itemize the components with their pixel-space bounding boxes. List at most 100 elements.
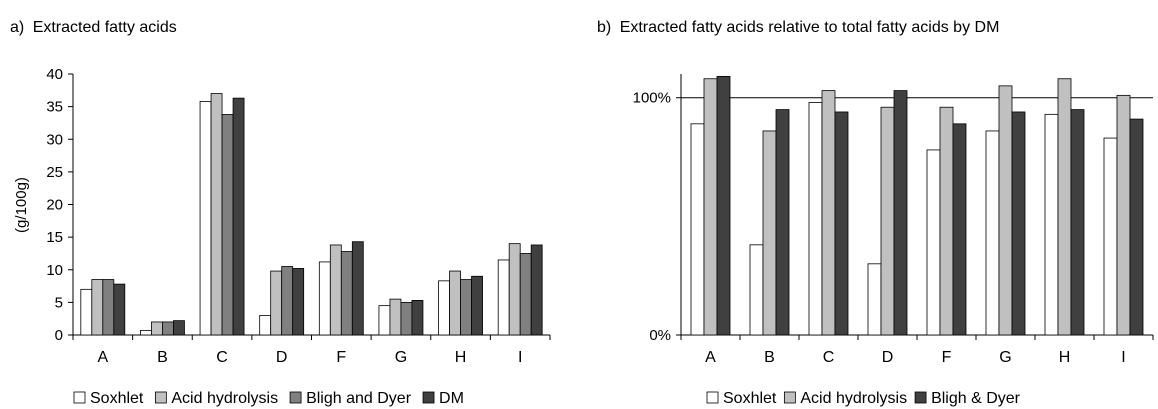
- panel-b-title: b) Extracted fatty acids relative to tot…: [597, 19, 999, 36]
- panel-b-legend-label: Soxhlet: [723, 390, 777, 407]
- panel-b-bar: [716, 75, 731, 336]
- panel-b-bar: [1011, 111, 1026, 336]
- panel-b-title-text: Extracted fatty acids relative to total …: [620, 19, 1000, 36]
- panel-a-title: a) Extracted fatty acids: [10, 19, 177, 36]
- panel-a-letter: a): [10, 19, 24, 36]
- panel-a-bar: [340, 251, 353, 336]
- panel-b-bar: [867, 263, 882, 336]
- panel-a-bar: [199, 101, 212, 336]
- panel-b-chart: 0% 100% A B C D F G H I Soxhlet Acid hydrolysis Blig…: [633, 74, 1154, 407]
- panel-a-bar: [318, 261, 331, 336]
- panel-a-bar: [140, 330, 152, 336]
- panel-b-bar: [690, 123, 705, 336]
- panel-a-bar: [210, 93, 223, 336]
- panel-b-category-label: F: [942, 349, 952, 366]
- panel-b-category-label: A: [705, 349, 716, 366]
- panel-a-legend-swatch: [73, 391, 86, 404]
- panel-b-legend-swatch: [706, 391, 719, 404]
- panel-a-title-text: Extracted fatty acids: [33, 19, 177, 36]
- panel-b-bar: [703, 78, 718, 336]
- panel-a-legend-label: Soxhlet: [90, 390, 144, 407]
- panel-a-bar: [173, 320, 185, 336]
- panel-a-ylabel: (g/100g): [13, 177, 30, 233]
- panel-b-category-label: D: [882, 349, 894, 366]
- panel-a-bar: [449, 270, 461, 336]
- panel-a-category-label: H: [455, 349, 467, 366]
- panel-b-legend-label: Acid hydrolysis: [800, 390, 907, 407]
- panel-b-bar: [998, 85, 1013, 336]
- panel-b-bar: [926, 149, 941, 336]
- panel-a-bar: [530, 244, 543, 336]
- panel-a-ytick-label: 35: [46, 99, 63, 116]
- panel-b-bar: [985, 130, 1000, 336]
- panel-a-category-label: D: [276, 349, 288, 366]
- panel-a-legend-swatch: [422, 391, 435, 404]
- panel-b-category-label: I: [1121, 349, 1125, 366]
- panel-a-bar: [497, 259, 510, 336]
- panel-a-bar: [113, 283, 126, 336]
- panel-b-category-label: G: [999, 349, 1011, 366]
- panel-b-bar: [939, 106, 954, 336]
- panel-a-category-label: G: [395, 349, 407, 366]
- panel-a-bar: [292, 268, 305, 336]
- panel-a-bar: [259, 315, 272, 336]
- panel-a-legend-label: Acid hydrolysis: [171, 390, 278, 407]
- panel-b-bar: [1129, 118, 1144, 336]
- panel-b-legend-swatch: [914, 391, 927, 404]
- panel-a-ytick-label: 0: [55, 327, 63, 344]
- panel-b-bar: [775, 109, 790, 336]
- panel-a-bar: [378, 305, 391, 336]
- panel-a-category-label: I: [518, 349, 522, 366]
- panel-a-bar: [471, 275, 483, 336]
- panel-b-category-label: C: [823, 349, 835, 366]
- panel-b-bar: [821, 90, 836, 336]
- panel-a-bar: [519, 253, 532, 336]
- panel-a-bar: [162, 321, 174, 336]
- panel-a-legend-swatch: [154, 391, 167, 404]
- panel-a-bar: [80, 288, 93, 336]
- panel-b-category-label: B: [764, 349, 775, 366]
- panel-a-bar: [232, 97, 245, 336]
- panel-a-category-label: F: [336, 349, 346, 366]
- panel-a-category-label: A: [97, 349, 108, 366]
- panel-a-bar: [351, 241, 364, 336]
- panel-a-bar: [411, 300, 424, 336]
- panel-b-bar: [1116, 94, 1131, 336]
- panel-a-ytick-label: 40: [46, 66, 63, 83]
- panel-a-bar: [389, 298, 402, 336]
- panel-b-legend-label: Bligh & Dyer: [931, 390, 1021, 407]
- panel-b-bar: [762, 130, 777, 336]
- panel-a-legend-label: Bligh and Dyer: [306, 390, 412, 407]
- panel-a-ytick-label: 25: [46, 164, 63, 181]
- panel-a-bar: [460, 279, 472, 336]
- panel-a-legend-label: DM: [439, 390, 464, 407]
- panel-a-bar: [151, 321, 163, 336]
- panel-b-bar: [952, 123, 967, 336]
- panel-a-bar: [400, 301, 413, 336]
- panel-a-bar: [270, 270, 283, 336]
- panel-a-ytick-label: 10: [46, 262, 63, 279]
- panel-b-bar: [880, 106, 895, 336]
- panel-a-chart: 0 5 10 15 20 25 30 35 40 A B C D F G H I Soxhlet Acid hydr…: [46, 66, 551, 407]
- panel-a-ytick-label: 30: [46, 131, 63, 148]
- panel-b-bar: [1070, 109, 1085, 336]
- panel-a-bar: [91, 279, 104, 336]
- panel-b-ytick-label: 0%: [649, 327, 671, 344]
- panel-b-bar: [893, 90, 908, 336]
- panel-a-bar: [508, 243, 521, 336]
- panel-a-bar: [438, 280, 450, 336]
- panel-a-category-label: C: [216, 349, 228, 366]
- panel-a-bar: [329, 244, 342, 336]
- panel-b-ytick-label: 100%: [633, 90, 671, 107]
- panel-a-ytick-label: 5: [55, 294, 63, 311]
- panel-b-legend-swatch: [783, 391, 796, 404]
- panel-b-bar: [834, 111, 849, 336]
- panel-b-bar: [749, 244, 764, 336]
- panel-b-bar: [1057, 78, 1072, 336]
- panel-a-bar: [281, 266, 294, 336]
- panel-a-ytick-label: 15: [46, 229, 63, 246]
- panel-b-bar: [808, 102, 823, 336]
- panel-b-bar: [1103, 137, 1118, 336]
- panel-b-bar: [1044, 113, 1059, 336]
